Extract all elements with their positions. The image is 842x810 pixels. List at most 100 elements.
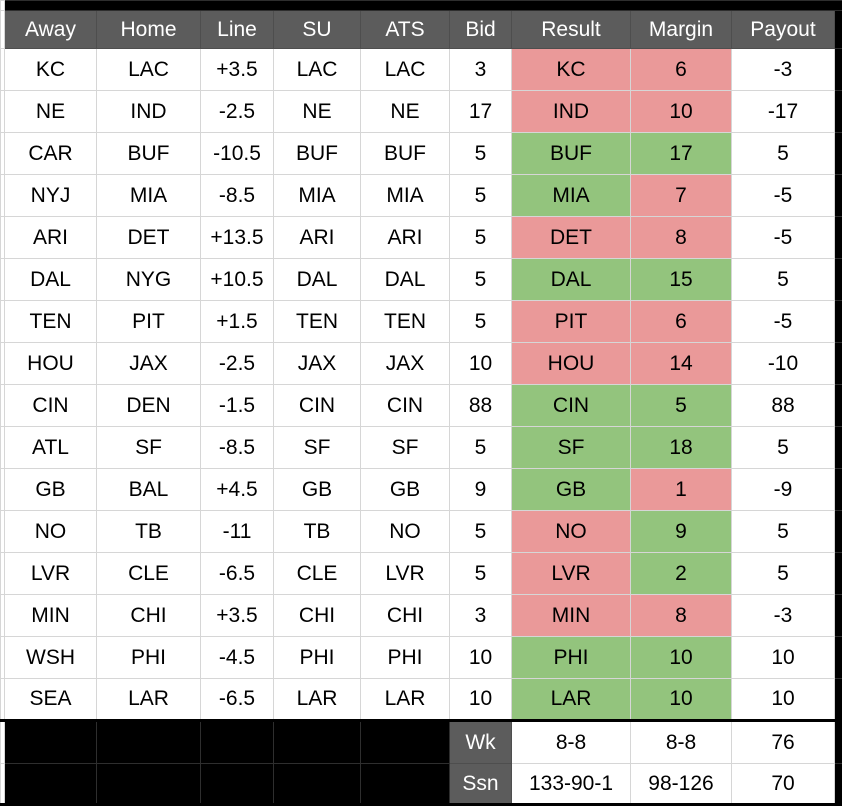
cell-bid[interactable]: 9 (449, 468, 512, 511)
cell-ats[interactable]: LAR (360, 678, 450, 721)
cell-away[interactable]: NO (4, 510, 97, 553)
cell-result[interactable]: PIT (511, 300, 631, 343)
cell-home[interactable]: TB (96, 510, 201, 553)
cell-su[interactable]: BUF (273, 132, 361, 175)
cell-bid[interactable]: 10 (449, 342, 512, 385)
header-bid[interactable]: Bid (449, 10, 512, 49)
cell-line[interactable]: -6.5 (200, 678, 274, 721)
cell-bid[interactable]: 5 (449, 300, 512, 343)
cell-bid[interactable]: 88 (449, 384, 512, 427)
cell-payout[interactable]: 5 (731, 132, 835, 175)
cell-bid[interactable]: 10 (449, 636, 512, 679)
cell-line[interactable]: +3.5 (200, 594, 274, 637)
cell-result[interactable]: MIN (511, 594, 631, 637)
cell-ats[interactable]: GB (360, 468, 450, 511)
cell-home[interactable]: PHI (96, 636, 201, 679)
cell-payout[interactable]: -3 (731, 594, 835, 637)
cell-result[interactable]: NO (511, 510, 631, 553)
cell-line[interactable]: +4.5 (200, 468, 274, 511)
cell-home[interactable]: LAC (96, 48, 201, 91)
cell-ats[interactable]: BUF (360, 132, 450, 175)
cell-margin[interactable]: 8 (630, 594, 732, 637)
cell-bid[interactable]: 3 (449, 594, 512, 637)
header-home[interactable]: Home (96, 10, 201, 49)
cell-away[interactable]: CAR (4, 132, 97, 175)
cell-away[interactable]: NE (4, 90, 97, 133)
cell-ats[interactable]: JAX (360, 342, 450, 385)
header-payout[interactable]: Payout (731, 10, 835, 49)
cell-payout[interactable]: -17 (731, 90, 835, 133)
cell-result[interactable]: CIN (511, 384, 631, 427)
cell-payout[interactable]: 88 (731, 384, 835, 427)
cell-margin[interactable]: 2 (630, 552, 732, 595)
cell-line[interactable]: -2.5 (200, 90, 274, 133)
cell-payout[interactable]: 10 (731, 636, 835, 679)
cell-margin[interactable]: 10 (630, 90, 732, 133)
cell-home[interactable]: NYG (96, 258, 201, 301)
cell-margin[interactable]: 7 (630, 174, 732, 217)
cell-su[interactable]: LAC (273, 48, 361, 91)
summary-payout-total[interactable]: 70 (731, 763, 835, 806)
cell-line[interactable]: -6.5 (200, 552, 274, 595)
cell-result[interactable]: DET (511, 216, 631, 259)
cell-line[interactable]: -8.5 (200, 426, 274, 469)
cell-away[interactable]: KC (4, 48, 97, 91)
cell-result[interactable]: DAL (511, 258, 631, 301)
cell-line[interactable]: +3.5 (200, 48, 274, 91)
cell-payout[interactable]: -10 (731, 342, 835, 385)
cell-su[interactable]: JAX (273, 342, 361, 385)
cell-bid[interactable]: 10 (449, 678, 512, 721)
header-margin[interactable]: Margin (630, 10, 732, 49)
cell-ats[interactable]: NE (360, 90, 450, 133)
cell-bid[interactable]: 5 (449, 132, 512, 175)
cell-home[interactable]: BAL (96, 468, 201, 511)
cell-su[interactable]: CHI (273, 594, 361, 637)
cell-away[interactable]: TEN (4, 300, 97, 343)
cell-bid[interactable]: 5 (449, 552, 512, 595)
cell-payout[interactable]: 5 (731, 552, 835, 595)
cell-su[interactable]: GB (273, 468, 361, 511)
cell-result[interactable]: SF (511, 426, 631, 469)
header-away[interactable]: Away (4, 10, 97, 49)
summary-payout-total[interactable]: 76 (731, 719, 835, 764)
header-line[interactable]: Line (200, 10, 274, 49)
cell-margin[interactable]: 10 (630, 678, 732, 721)
cell-margin[interactable]: 5 (630, 384, 732, 427)
cell-su[interactable]: CLE (273, 552, 361, 595)
summary-label-ssn[interactable]: Ssn (449, 763, 512, 806)
cell-ats[interactable]: DAL (360, 258, 450, 301)
cell-bid[interactable]: 17 (449, 90, 512, 133)
cell-away[interactable]: CIN (4, 384, 97, 427)
cell-bid[interactable]: 5 (449, 174, 512, 217)
cell-margin[interactable]: 1 (630, 468, 732, 511)
cell-su[interactable]: PHI (273, 636, 361, 679)
cell-bid[interactable]: 5 (449, 510, 512, 553)
cell-result[interactable]: LAR (511, 678, 631, 721)
cell-bid[interactable]: 5 (449, 216, 512, 259)
cell-home[interactable]: MIA (96, 174, 201, 217)
cell-home[interactable]: JAX (96, 342, 201, 385)
cell-margin[interactable]: 18 (630, 426, 732, 469)
cell-su[interactable]: TB (273, 510, 361, 553)
cell-payout[interactable]: -5 (731, 216, 835, 259)
cell-home[interactable]: IND (96, 90, 201, 133)
cell-home[interactable]: DET (96, 216, 201, 259)
cell-payout[interactable]: 5 (731, 510, 835, 553)
cell-margin[interactable]: 6 (630, 300, 732, 343)
cell-line[interactable]: -4.5 (200, 636, 274, 679)
cell-home[interactable]: LAR (96, 678, 201, 721)
cell-su[interactable]: NE (273, 90, 361, 133)
cell-ats[interactable]: ARI (360, 216, 450, 259)
cell-bid[interactable]: 5 (449, 426, 512, 469)
cell-line[interactable]: -11 (200, 510, 274, 553)
cell-home[interactable]: SF (96, 426, 201, 469)
cell-line[interactable]: +10.5 (200, 258, 274, 301)
cell-result[interactable]: MIA (511, 174, 631, 217)
cell-result[interactable]: LVR (511, 552, 631, 595)
cell-home[interactable]: BUF (96, 132, 201, 175)
cell-ats[interactable]: LVR (360, 552, 450, 595)
cell-away[interactable]: WSH (4, 636, 97, 679)
cell-su[interactable]: SF (273, 426, 361, 469)
summary-result-record[interactable]: 133-90-1 (511, 763, 631, 806)
summary-margin-record[interactable]: 8-8 (630, 719, 732, 764)
